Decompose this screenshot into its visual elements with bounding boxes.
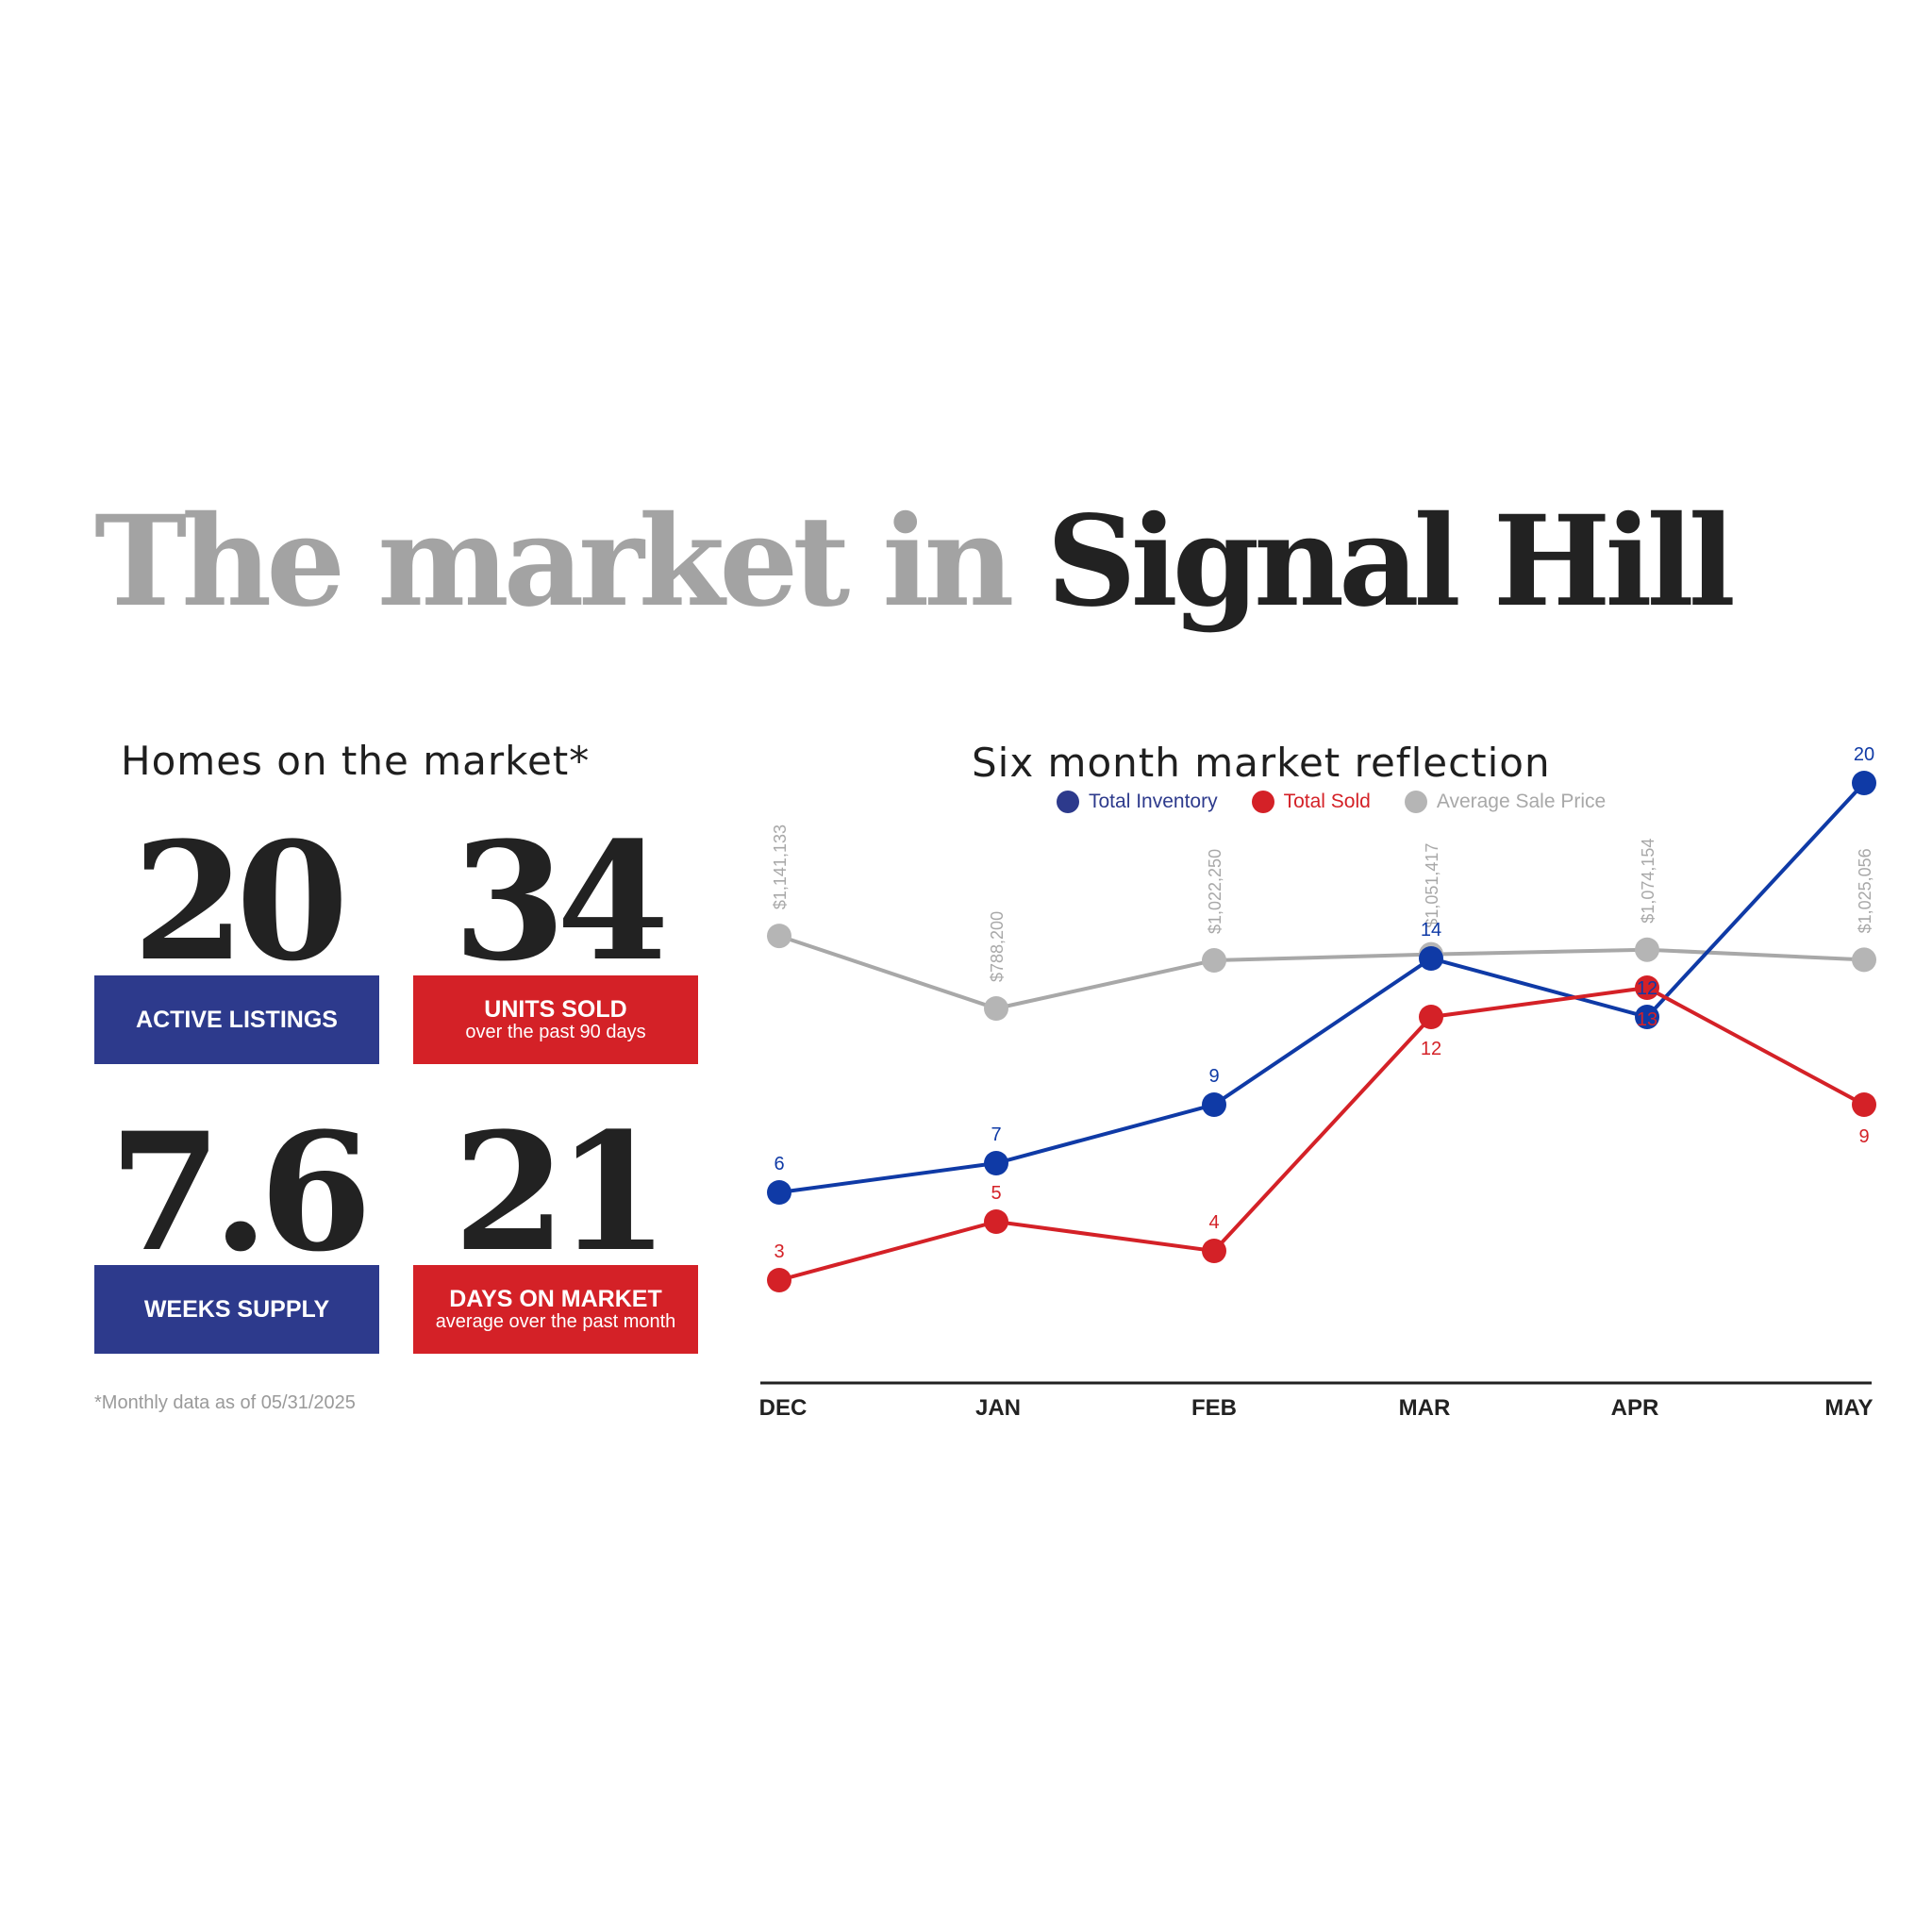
data-label-total-sold-feb: 4 [1208,1212,1219,1233]
data-label-average-sale-price-feb: $1,022,250 [1206,849,1224,934]
legend-item-inventory: Total Inventory [1057,791,1218,813]
data-label-total-inventory-mar: 14 [1421,920,1441,941]
data-label-average-sale-price-mar: $1,051,417 [1423,843,1441,928]
days-on-market-label: DAYS ON MARKET [449,1286,662,1313]
legend-dot-inventory [1057,791,1079,813]
x-tick-label-apr: APR [1611,1395,1659,1421]
data-label-total-sold-apr: 13 [1637,1009,1657,1030]
data-label-total-sold-jan: 5 [991,1183,1001,1204]
x-tick-label-mar: MAR [1399,1395,1451,1421]
legend-dot-price [1404,791,1427,813]
weeks-supply-box: WEEKS SUPPLY [94,1265,379,1354]
point-total-sold-dec [767,1268,791,1292]
data-label-average-sale-price-dec: $1,141,133 [771,824,790,909]
series-line-average-sale-price [778,934,1865,1011]
point-average-sale-price-apr [1635,937,1659,962]
data-label-total-sold-dec: 3 [774,1241,784,1262]
point-total-sold-may [1852,1092,1876,1117]
point-total-inventory-mar [1419,946,1443,971]
point-total-inventory-jan [984,1151,1008,1175]
legend-label-inventory: Total Inventory [1089,791,1218,812]
point-average-sale-price-may [1852,947,1876,973]
chart-title: Six month market reflection [972,740,1551,786]
data-label-total-inventory-apr: 12 [1637,978,1657,999]
legend-dot-sold [1251,791,1274,813]
data-label-total-inventory-jan: 7 [991,1124,1001,1145]
data-label-average-sale-price-apr: $1,074,154 [1639,839,1657,924]
legend-item-price: Average Sale Price [1404,791,1607,813]
title-light: The market in [94,489,1014,635]
series-line-total-sold [778,985,1865,1282]
legend-label-sold: Total Sold [1283,791,1371,812]
point-average-sale-price-dec [767,924,791,949]
days-on-market-box: DAYS ON MARKET average over the past mon… [413,1265,698,1354]
point-total-sold-mar [1419,1005,1443,1029]
data-label-total-inventory-may: 20 [1854,744,1874,765]
data-label-total-sold-may: 9 [1858,1126,1869,1147]
weeks-supply-label: WEEKS SUPPLY [143,1295,330,1323]
legend-item-sold: Total Sold [1251,791,1371,813]
x-tick-label-feb: FEB [1191,1395,1237,1421]
point-average-sale-price-feb [1202,948,1226,974]
page-title: The market in Signal Hill [94,500,1736,625]
units-sold-sub: over the past 90 days [465,1021,646,1042]
data-label-average-sale-price-may: $1,025,056 [1856,848,1874,933]
point-average-sale-price-jan [984,996,1008,1021]
units-sold-value: 34 [453,806,669,997]
data-label-average-sale-price-jan: $788,200 [988,911,1007,982]
legend-label-price: Average Sale Price [1436,791,1607,812]
active-listings-label: ACTIVE LISTINGS [136,1006,338,1033]
point-total-sold-jan [984,1209,1008,1234]
units-sold-box: UNITS SOLD over the past 90 days [413,975,698,1064]
weeks-supply-value: 7.6 [108,1096,372,1288]
point-total-inventory-may [1852,771,1876,795]
point-total-sold-apr [1635,975,1659,1000]
x-tick-label-jan: JAN [975,1395,1021,1421]
point-total-inventory-dec [767,1180,791,1205]
units-sold-label: UNITS SOLD [484,996,627,1024]
days-on-market-value: 21 [453,1096,669,1288]
data-label-total-inventory-feb: 9 [1208,1066,1219,1087]
title-dark: Signal Hill [1046,489,1736,635]
series-line-total-inventory [778,781,1866,1194]
data-label-total-inventory-dec: 6 [774,1154,784,1174]
x-tick-label-dec: DEC [759,1395,808,1421]
footnote: *Monthly data as of 05/31/2025 [94,1392,356,1413]
data-label-total-sold-mar: 12 [1421,1039,1441,1059]
chart-legend: Total Inventory Total Sold Average Sale … [1057,791,1606,813]
x-tick-label-may: MAY [1824,1395,1873,1421]
point-total-inventory-apr [1635,1005,1659,1029]
active-listings-box: ACTIVE LISTINGS [94,975,379,1064]
active-listings-value: 20 [132,806,348,997]
days-on-market-sub: average over the past month [435,1310,676,1332]
point-total-sold-feb [1202,1239,1226,1263]
homes-heading: Homes on the market* [121,738,591,784]
point-total-inventory-feb [1202,1092,1226,1117]
